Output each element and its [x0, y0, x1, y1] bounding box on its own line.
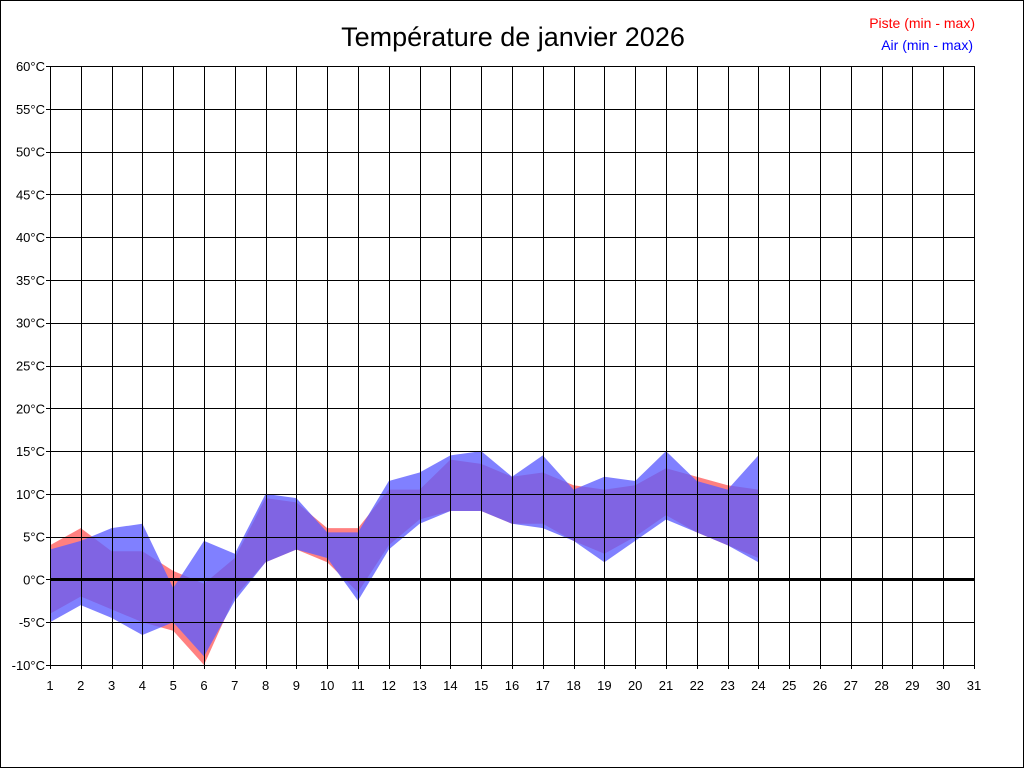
- x-tick-label: 3: [108, 678, 115, 693]
- x-tick-label: 2: [77, 678, 84, 693]
- y-tick-label: -10°C: [12, 658, 45, 673]
- y-tick-label: 10°C: [16, 487, 45, 502]
- y-tick-label: 30°C: [16, 316, 45, 331]
- x-tick-label: 10: [320, 678, 334, 693]
- x-tick-label: 24: [751, 678, 765, 693]
- y-tick-label: 50°C: [16, 145, 45, 160]
- chart-title: Température de janvier 2026: [341, 22, 685, 52]
- y-tick-label: 20°C: [16, 401, 45, 416]
- x-tick-label: 14: [443, 678, 457, 693]
- x-tick-label: 9: [293, 678, 300, 693]
- x-tick-label: 26: [813, 678, 827, 693]
- x-tick-label: 23: [720, 678, 734, 693]
- x-tick-label: 16: [505, 678, 519, 693]
- x-tick-label: 20: [628, 678, 642, 693]
- x-tick-label: 7: [231, 678, 238, 693]
- series-bands: [50, 451, 759, 665]
- x-tick-label: 8: [262, 678, 269, 693]
- x-tick-label: 5: [170, 678, 177, 693]
- y-tick-label: 35°C: [16, 273, 45, 288]
- x-tick-label: 12: [382, 678, 396, 693]
- legend-entry-piste: Piste (min - max): [869, 15, 975, 31]
- x-tick-label: 13: [412, 678, 426, 693]
- x-tick-label: 22: [690, 678, 704, 693]
- x-tick-label: 17: [536, 678, 550, 693]
- legend-entry-air: Air (min - max): [881, 37, 973, 53]
- y-tick-label: 5°C: [23, 530, 45, 545]
- x-tick-label: 29: [905, 678, 919, 693]
- x-tick-label: 21: [659, 678, 673, 693]
- y-tick-label: 45°C: [16, 187, 45, 202]
- band-series-air: [50, 451, 759, 657]
- y-tick-label: 60°C: [16, 59, 45, 74]
- y-tick-label: -5°C: [19, 615, 45, 630]
- x-tick-label: 25: [782, 678, 796, 693]
- x-tick-label: 31: [967, 678, 981, 693]
- x-tick-label: 27: [844, 678, 858, 693]
- x-tick-label: 4: [139, 678, 146, 693]
- x-tick-label: 15: [474, 678, 488, 693]
- x-tick-label: 19: [597, 678, 611, 693]
- x-tick-label: 1: [46, 678, 53, 693]
- y-tick-label: 0°C: [23, 572, 45, 587]
- y-tick-label: 15°C: [16, 444, 45, 459]
- x-tick-label: 11: [351, 678, 365, 693]
- y-axis-ticks: -10°C -5°C 0°C 5°C 10°C 15°C 20°C 25°C 30°C 35°C 4…: [12, 59, 45, 673]
- y-tick-label: 40°C: [16, 230, 45, 245]
- x-tick-label: 28: [874, 678, 888, 693]
- x-tick-label: 6: [200, 678, 207, 693]
- x-tick-label: 30: [936, 678, 950, 693]
- y-tick-label: 25°C: [16, 359, 45, 374]
- y-tick-label: 55°C: [16, 102, 45, 117]
- x-tick-label: 18: [566, 678, 580, 693]
- grid-lines: [46, 66, 975, 669]
- x-axis-ticks: 1 2 3 4 5 6 7 8 9 10 11 12 13 14 15 16 17 18 19 20 21 22 23 24 2…: [46, 678, 981, 693]
